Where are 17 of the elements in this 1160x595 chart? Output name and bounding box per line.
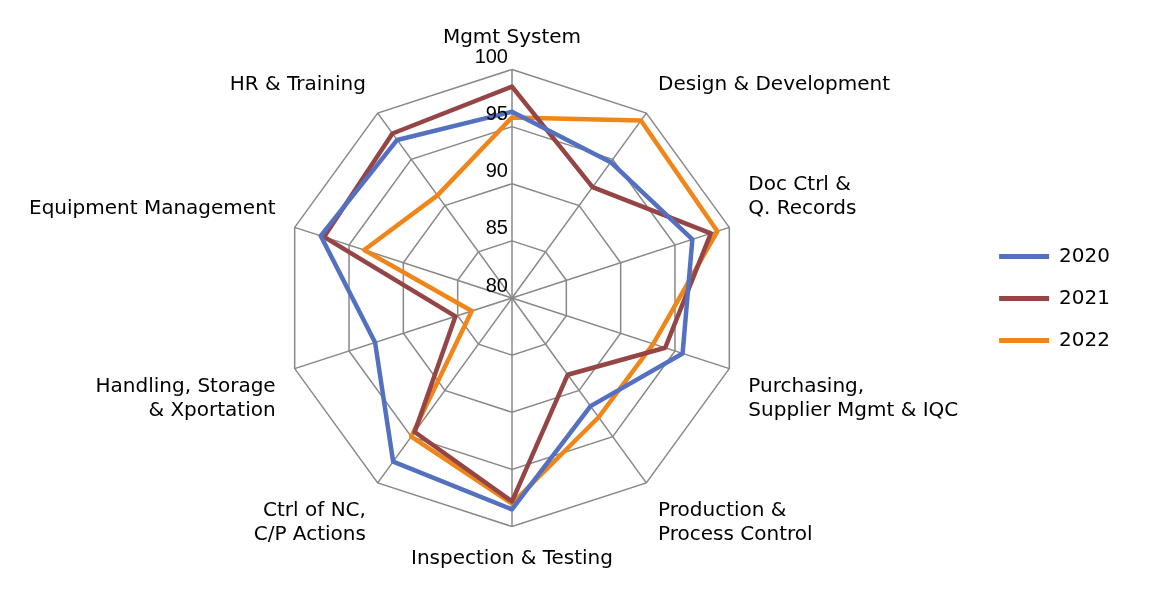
legend-label: 2020 xyxy=(1059,242,1111,267)
spoke-label: Production & Process Control xyxy=(658,497,813,546)
spoke-label: Ctrl of NC, C/P Actions xyxy=(253,497,366,546)
spoke-label: HR & Training xyxy=(229,71,366,96)
spoke-label: Doc Ctrl & Q. Records xyxy=(748,171,857,220)
spoke-label: Equipment Management xyxy=(29,195,276,220)
spoke-label: Mgmt System xyxy=(442,23,582,48)
spoke-label: Purchasing, Supplier Mgmt & IQC xyxy=(748,372,959,421)
y-tick-label: 80 xyxy=(485,273,508,296)
spoke-label: Inspection & Testing xyxy=(411,544,613,569)
y-tick-label: 85 xyxy=(485,216,508,239)
legend-label: 2022 xyxy=(1059,326,1111,351)
legend-label: 2021 xyxy=(1059,284,1111,309)
y-tick-label: 90 xyxy=(485,159,508,182)
y-tick-label: 100 xyxy=(474,45,508,68)
spoke-label: Handling, Storage & Xportation xyxy=(95,372,276,421)
spoke-label: Design & Development xyxy=(658,71,891,96)
